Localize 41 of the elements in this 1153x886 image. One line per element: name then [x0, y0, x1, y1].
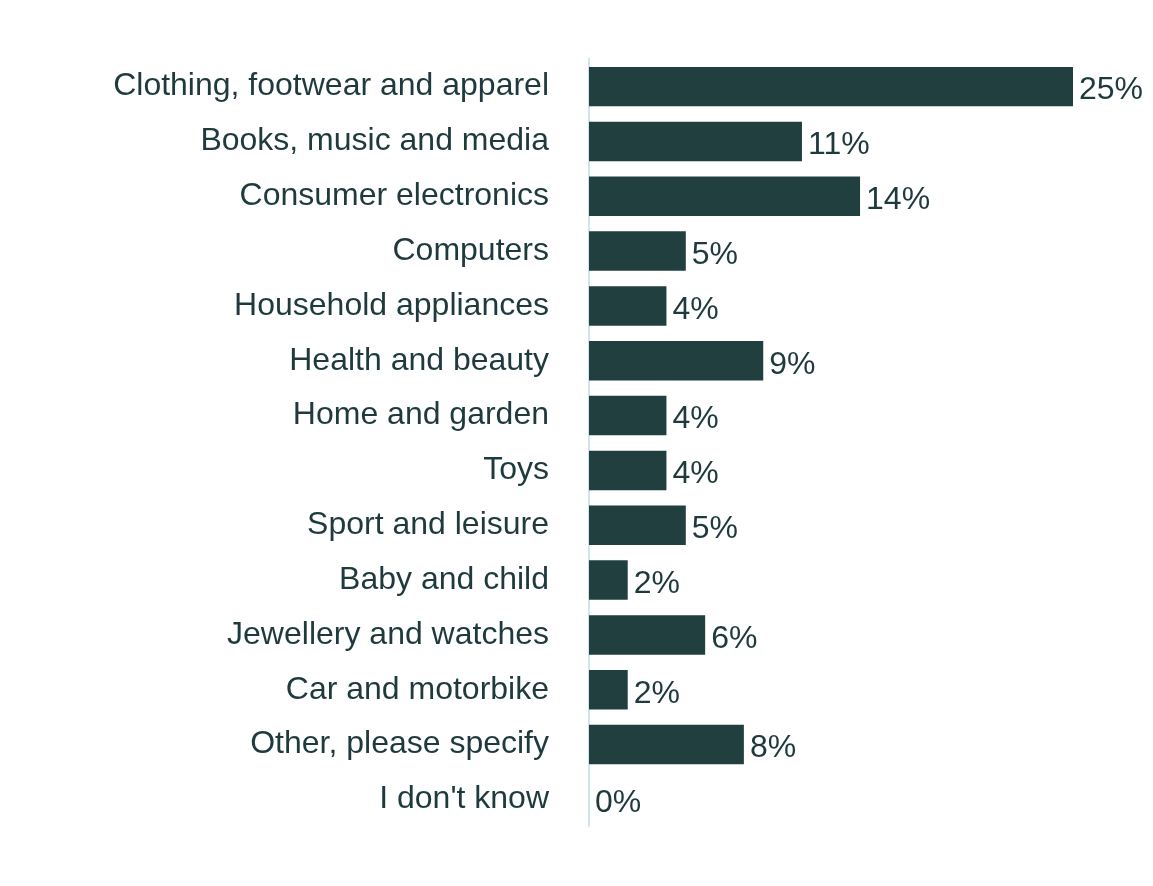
y-tick-label: Books, music and media [200, 121, 550, 158]
y-tick-label: Toys [483, 450, 549, 487]
data-label: 8% [749, 728, 797, 765]
y-tick-label: Consumer electronics [239, 176, 549, 213]
bar [589, 615, 706, 655]
data-label: 25% [1079, 70, 1144, 107]
y-tick-label: Jewellery and watches [227, 614, 549, 651]
bar [589, 121, 802, 162]
bar [589, 560, 628, 600]
bar [589, 395, 667, 436]
y-tick-label: Household appliances [234, 285, 549, 322]
y-tick-label: Computers [392, 230, 549, 267]
bar [589, 505, 686, 545]
y-tick-label: Clothing, footwear and apparel [113, 66, 549, 103]
bar [589, 231, 686, 271]
data-label: 6% [711, 618, 758, 655]
data-label: 2% [633, 673, 680, 710]
data-label: 2% [633, 563, 680, 600]
bar [589, 724, 744, 765]
bar [589, 286, 667, 326]
data-label: 4% [672, 399, 719, 436]
y-tick-label: Baby and child [339, 559, 549, 596]
y-tick-label: Health and beauty [289, 340, 549, 377]
data-label: 5% [691, 509, 739, 546]
data-label: 5% [691, 234, 739, 271]
bar [589, 669, 628, 710]
data-label: 4% [672, 454, 719, 491]
data-label: 0% [595, 783, 642, 820]
bar [589, 450, 667, 491]
y-tick-label: Other, please specify [250, 724, 549, 761]
data-label: 14% [866, 180, 931, 217]
data-label: 9% [769, 344, 816, 381]
data-label: 11% [807, 125, 870, 162]
bar [589, 176, 861, 217]
y-tick-label: Sport and leisure [307, 505, 549, 542]
y-tick-label: Home and garden [292, 395, 549, 432]
bar [589, 66, 1073, 107]
y-tick-label: Car and motorbike [285, 669, 549, 706]
bar [589, 341, 764, 381]
y-tick-label: I don't know [379, 779, 550, 816]
data-label: 4% [672, 289, 719, 326]
